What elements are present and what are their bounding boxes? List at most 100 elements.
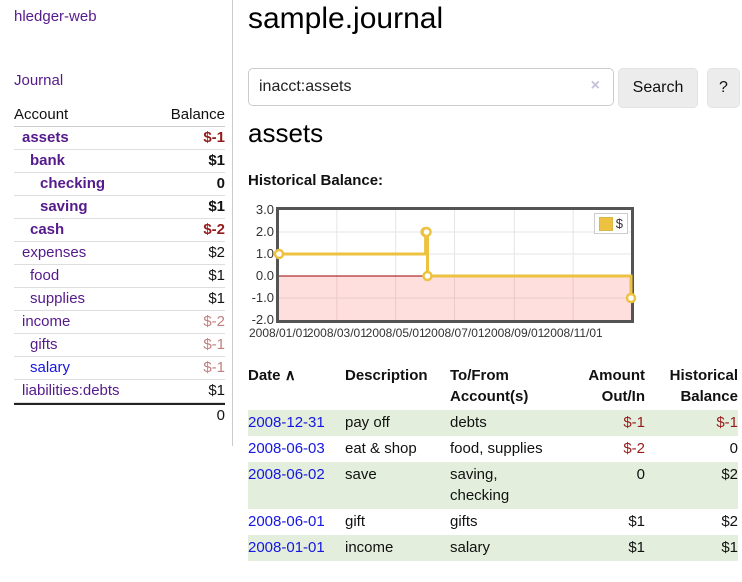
transaction-amount: $1 [565, 535, 645, 561]
account-row-liabilities-debts[interactable]: liabilities:debts $1 [14, 380, 225, 403]
account-link[interactable]: saving [40, 198, 88, 215]
x-axis-tick-label: 2008/11/01 [543, 326, 603, 340]
account-row-assets[interactable]: assets $-1 [14, 127, 225, 150]
account-balance: $-1 [203, 129, 225, 146]
header-balance: Historical Balance [669, 367, 738, 405]
account-row-supplies[interactable]: supplies $1 [14, 288, 225, 311]
register-row: 2008-12-31 pay off debts $-1 $-1 [248, 410, 738, 436]
accounts-total-value: 0 [216, 407, 225, 424]
account-link[interactable]: assets [22, 129, 69, 146]
transaction-accounts: saving, checking [450, 462, 565, 509]
transaction-date-link[interactable]: 2008-01-01 [248, 539, 325, 556]
legend-swatch-icon [598, 216, 613, 231]
account-balance: $-2 [203, 313, 225, 330]
register-table: Date ∧ Description To/From Account(s) Am… [248, 364, 738, 561]
register-header-row: Date ∧ Description To/From Account(s) Am… [248, 364, 738, 410]
account-row-cash[interactable]: cash $-2 [14, 219, 225, 242]
transaction-balance: $2 [721, 513, 738, 530]
chart-legend: $ [593, 213, 628, 234]
account-link[interactable]: food [30, 267, 60, 284]
account-balance: $1 [208, 152, 225, 169]
app-brand-link[interactable]: hledger-web [14, 8, 97, 25]
search-button[interactable]: Search [618, 68, 698, 108]
x-axis-tick-label: 2008/07/01 [424, 326, 485, 340]
account-row-gifts[interactable]: gifts $-1 [14, 334, 225, 357]
account-link[interactable]: expenses [22, 244, 87, 261]
account-link[interactable]: checking [40, 175, 106, 192]
chart-title: Historical Balance: [248, 172, 384, 189]
account-balance: 0 [216, 175, 225, 192]
transaction-description: eat & shop [345, 440, 417, 457]
header-amount: Amount Out/In [588, 367, 645, 405]
transaction-description: pay off [345, 410, 450, 436]
y-axis-tick-label: 2.0 [255, 224, 274, 239]
account-link[interactable]: supplies [30, 290, 86, 307]
account-column-header: Account [14, 106, 69, 123]
transaction-accounts: debts [450, 410, 565, 436]
account-row-food[interactable]: food $1 [14, 265, 225, 288]
x-axis-tick-label: 2008/03/01 [306, 326, 367, 340]
account-link[interactable]: income [22, 313, 71, 330]
account-balance: $1 [208, 267, 225, 284]
transaction-balance: $-1 [645, 410, 738, 436]
account-balance: $-1 [203, 359, 225, 376]
account-link[interactable]: bank [30, 152, 66, 169]
register-row: 2008-06-02 save saving, checking 0 $2 [248, 462, 738, 509]
account-balance: $2 [208, 244, 225, 261]
account-heading: assets [248, 118, 324, 148]
sidebar-item-journal[interactable]: Journal [14, 72, 64, 89]
y-axis-tick-label: 1.0 [255, 246, 274, 261]
account-balance: $1 [208, 198, 225, 215]
search-form: × Search ? [248, 68, 742, 108]
account-balance: $1 [208, 382, 225, 399]
transaction-balance: $1 [645, 535, 738, 561]
transaction-date-link[interactable]: 2008-12-31 [248, 414, 325, 431]
header-description: Description [345, 367, 428, 384]
account-row-bank[interactable]: bank $1 [14, 150, 225, 173]
transaction-description: income [345, 535, 450, 561]
account-balance: $-2 [203, 221, 225, 238]
account-link[interactable]: gifts [30, 336, 58, 353]
historical-balance-chart: $ 3.0 2.0 1.0 0.0 -1.0 -2.0 2008/01/01 2008/03/… [248, 200, 742, 350]
account-row-checking[interactable]: checking 0 [14, 173, 225, 196]
register-row: 2008-06-01 gift gifts $1 $2 [248, 509, 738, 535]
y-axis-tick-label: 3.0 [255, 202, 274, 217]
account-balance: $1 [208, 290, 225, 307]
x-axis-tick-label: 2008/09/01 [484, 326, 545, 340]
account-row-saving[interactable]: saving $1 [14, 196, 225, 219]
register-row: 2008-01-01 income salary $1 $1 [248, 535, 738, 561]
chart-plot-area: $ [273, 207, 637, 323]
account-row-income[interactable]: income $-2 [14, 311, 225, 334]
accounts-total-row: 0 [14, 403, 225, 427]
transaction-amount: $-1 [565, 410, 645, 436]
account-row-salary[interactable]: salary $-1 [14, 357, 225, 380]
transaction-date-link[interactable]: 2008-06-03 [248, 440, 325, 457]
y-axis-tick-label: -2.0 [251, 312, 274, 327]
transaction-description: gift [345, 513, 366, 530]
header-date[interactable]: Date ∧ [248, 367, 296, 384]
sort-ascending-icon: ∧ [284, 367, 296, 384]
page-title: sample.journal [248, 2, 444, 35]
account-link[interactable]: cash [30, 221, 65, 238]
transaction-date-link[interactable]: 2008-06-01 [248, 513, 325, 530]
clear-search-icon[interactable]: × [590, 77, 600, 94]
balance-column-header: Balance [170, 106, 225, 123]
x-axis-tick-label: 2008/05/01 [365, 326, 426, 340]
y-axis-tick-label: 0.0 [255, 268, 274, 283]
transaction-amount: $-2 [623, 440, 645, 457]
sidebar: hledger-web Journal Account Balance asse… [0, 0, 233, 446]
main-content: sample.journal × Search ? assets Histori… [248, 0, 742, 582]
account-link[interactable]: salary [30, 359, 71, 376]
account-link[interactable]: liabilities:debts [22, 382, 120, 399]
search-input[interactable] [248, 68, 614, 106]
account-row-expenses[interactable]: expenses $2 [14, 242, 225, 265]
transaction-accounts: gifts [450, 513, 478, 530]
help-button[interactable]: ? [707, 68, 740, 108]
accounts-header-row: Account Balance [14, 104, 225, 127]
x-axis-tick-label: 2008/01/01 [248, 326, 310, 340]
legend-label: $ [615, 216, 623, 231]
register-row: 2008-06-03 eat & shop food, supplies $-2… [248, 436, 738, 462]
transaction-accounts: food, supplies [450, 440, 543, 457]
transaction-date-link[interactable]: 2008-06-02 [248, 466, 325, 483]
transaction-description: save [345, 462, 450, 509]
